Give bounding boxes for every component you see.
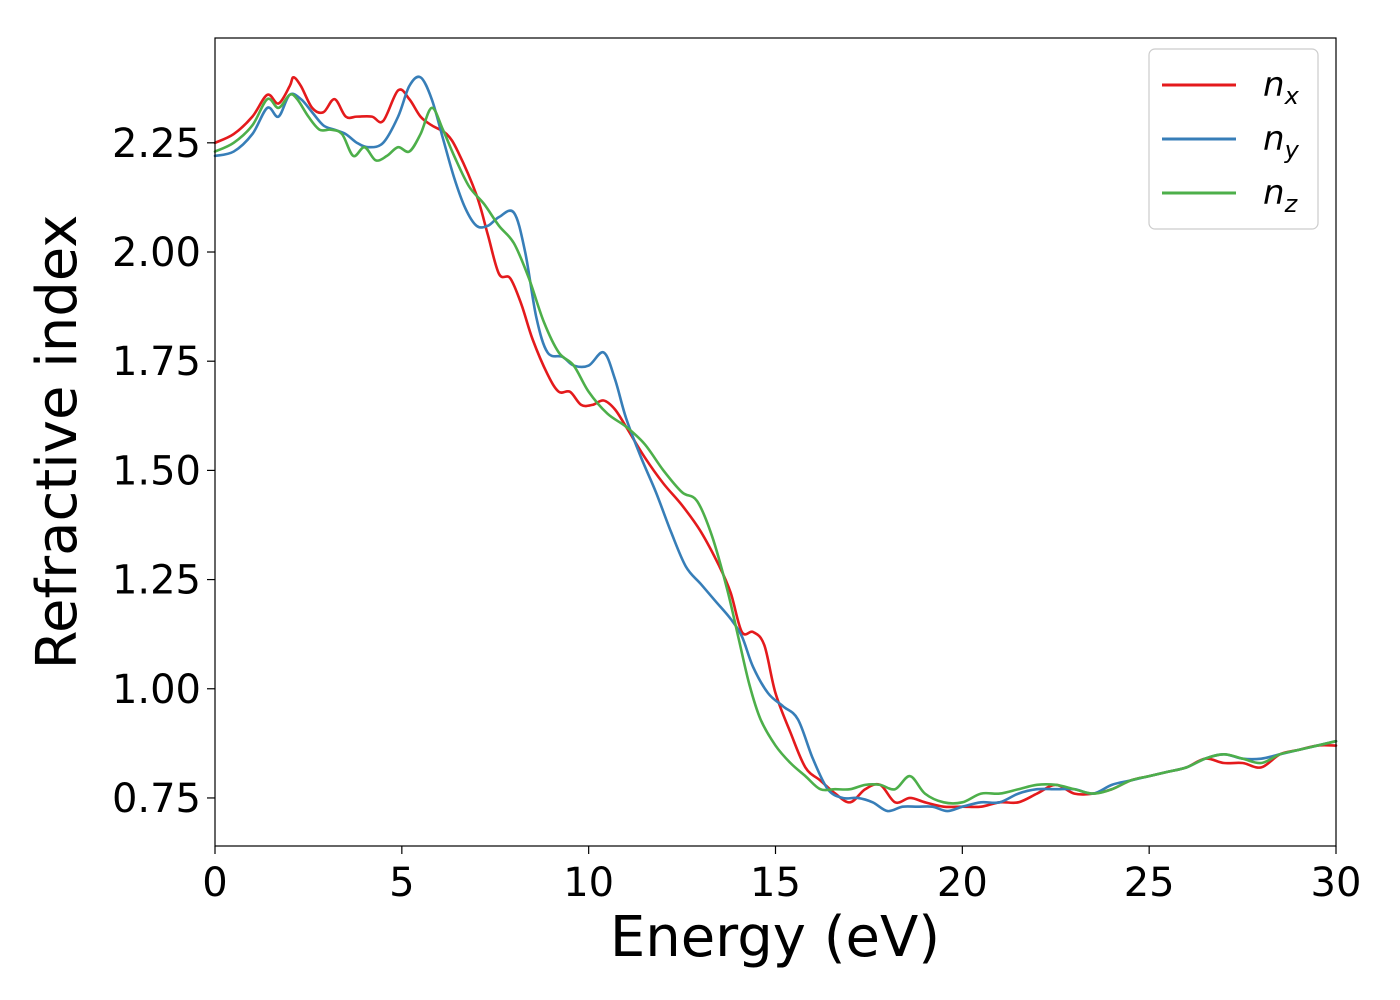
- x-tick-label: 10: [563, 860, 614, 906]
- y-tick-label: 1.50: [112, 448, 201, 494]
- legend-label-nx: nx: [1263, 65, 1300, 110]
- legend: nx ny nz: [1148, 48, 1319, 230]
- x-tick-label: 0: [202, 860, 227, 906]
- x-tick-label: 15: [750, 860, 801, 906]
- legend-label-ny-sub: y: [1284, 136, 1300, 164]
- y-tick-label: 1.75: [112, 339, 201, 385]
- x-axis-label: Energy (eV): [610, 905, 940, 970]
- series-line-nz: [213, 93, 1338, 805]
- legend-label-ny-base: n: [1263, 119, 1285, 159]
- y-tick-label: 0.75: [112, 776, 201, 822]
- y-tick-label: 2.00: [112, 230, 201, 276]
- legend-label-nx-base: n: [1263, 65, 1285, 105]
- legend-label-nz-base: n: [1263, 173, 1285, 213]
- x-tick-label: 5: [389, 860, 414, 906]
- series-layer: [213, 75, 1338, 813]
- x-tick-label: 30: [1311, 860, 1362, 906]
- y-tick-label: 2.25: [112, 121, 201, 167]
- y-tick-label: 1.00: [112, 667, 201, 713]
- legend-label-ny: ny: [1263, 119, 1300, 164]
- x-tick-label: 25: [1124, 860, 1175, 906]
- legend-label-nx-sub: x: [1284, 82, 1300, 110]
- legend-label-nz-sub: z: [1284, 190, 1299, 218]
- y-axis-label: Refractive index: [25, 215, 90, 670]
- y-axis-ticks: 0.75 1.00 1.25 1.50 1.75 2.00 2.25: [112, 121, 215, 822]
- legend-label-nz: nz: [1263, 173, 1299, 218]
- x-tick-label: 20: [937, 860, 988, 906]
- y-tick-label: 1.25: [112, 558, 201, 604]
- x-axis-ticks: 0 5 10 15 20 25 30: [202, 846, 1361, 906]
